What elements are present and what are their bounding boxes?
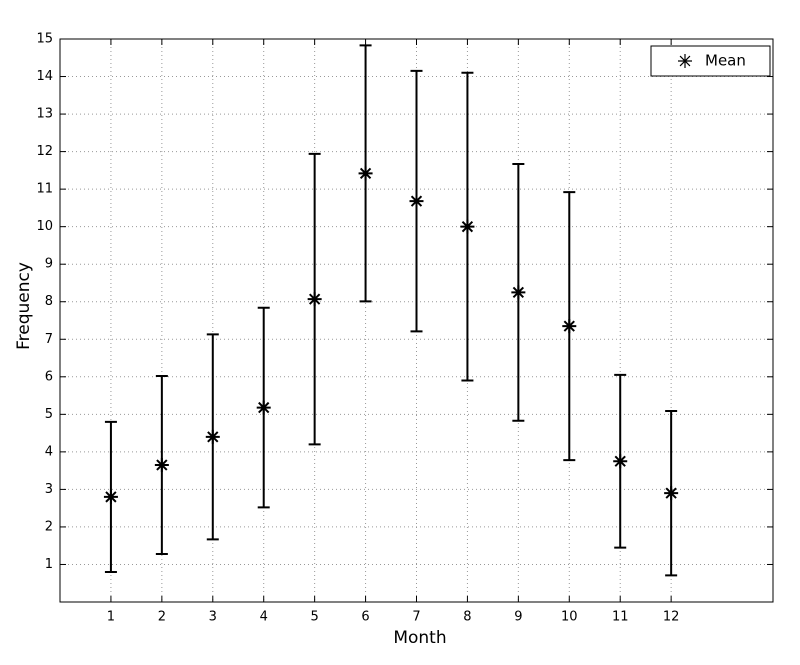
y-tick-label: 6 bbox=[45, 369, 53, 384]
y-tick-label: 1 bbox=[45, 557, 53, 572]
y-tick-label: 13 bbox=[36, 107, 53, 122]
y-tick-label: 11 bbox=[36, 182, 53, 197]
legend-box bbox=[650, 45, 771, 77]
y-tick-label: 7 bbox=[45, 332, 53, 347]
mean-marker bbox=[358, 166, 373, 181]
legend-marker bbox=[678, 54, 692, 68]
x-tick-label: 7 bbox=[412, 610, 420, 625]
y-tick-label: 14 bbox=[36, 69, 53, 84]
mean-marker bbox=[511, 285, 526, 300]
y-tick-label: 8 bbox=[45, 294, 53, 309]
mean-marker bbox=[664, 486, 679, 501]
legend: Mean bbox=[650, 45, 771, 77]
y-tick-label: 3 bbox=[45, 482, 53, 497]
y-tick-label: 5 bbox=[45, 407, 53, 422]
mean-marker bbox=[103, 489, 118, 504]
mean-marker bbox=[205, 429, 220, 444]
x-tick-label: 6 bbox=[361, 610, 369, 625]
legend-label: Mean bbox=[705, 52, 746, 70]
x-tick-label: 8 bbox=[463, 610, 471, 625]
y-tick-label: 9 bbox=[45, 257, 53, 272]
y-tick-label: 10 bbox=[36, 219, 53, 234]
x-tick-label: 4 bbox=[260, 610, 268, 625]
x-tick-label: 3 bbox=[209, 610, 217, 625]
x-tick-label: 9 bbox=[514, 610, 522, 625]
mean-marker bbox=[307, 292, 322, 307]
x-tick-label: 10 bbox=[561, 610, 578, 625]
x-tick-label: 11 bbox=[612, 610, 629, 625]
mean-marker bbox=[154, 458, 169, 473]
mean-marker bbox=[256, 400, 271, 415]
y-tick-label: 12 bbox=[36, 144, 53, 159]
mean-marker bbox=[613, 454, 628, 469]
x-axis-label: Month bbox=[393, 628, 446, 648]
x-tick-label: 2 bbox=[158, 610, 166, 625]
mean-marker bbox=[460, 219, 475, 234]
plot-frame bbox=[59, 38, 774, 603]
y-tick-label: 4 bbox=[45, 444, 53, 459]
y-axis-label: Frequency bbox=[14, 262, 34, 350]
y-tick-label: 2 bbox=[45, 519, 53, 534]
x-tick-label: 1 bbox=[107, 610, 115, 625]
mean-marker bbox=[409, 194, 424, 209]
mean-marker bbox=[562, 319, 577, 334]
x-tick-label: 5 bbox=[311, 610, 319, 625]
y-tick-label: 15 bbox=[36, 32, 53, 47]
x-tick-label: 12 bbox=[663, 610, 680, 625]
